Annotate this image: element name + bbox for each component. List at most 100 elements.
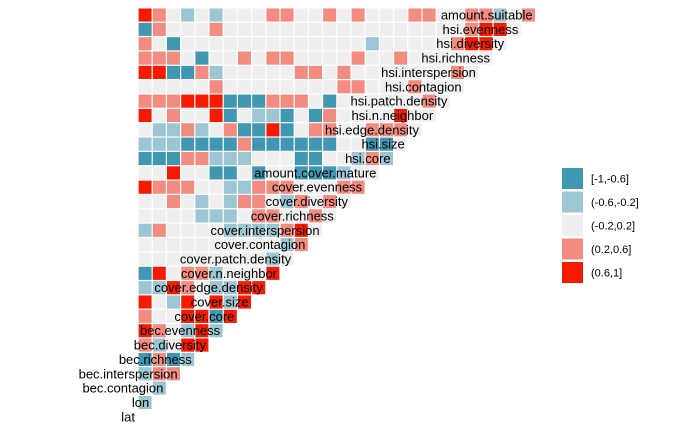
heatmap-cell	[209, 238, 223, 252]
heatmap-cell	[465, 65, 479, 79]
heatmap-cell	[181, 209, 195, 223]
heatmap-cell	[195, 65, 209, 79]
variable-label: hsi.core	[345, 151, 391, 166]
variable-label: bec.richness	[119, 352, 192, 367]
heatmap-cell	[351, 151, 365, 166]
heatmap-cell	[252, 180, 266, 194]
heatmap-cell	[465, 8, 479, 22]
heatmap-cell	[238, 8, 251, 22]
heatmap-cell	[152, 324, 166, 338]
heatmap-cell	[294, 195, 308, 209]
heatmap-cell	[238, 166, 251, 180]
heatmap-cell	[337, 108, 351, 123]
heatmap-cell	[465, 51, 479, 65]
heatmap-cell	[493, 37, 507, 51]
heatmap-cell	[266, 238, 280, 252]
variable-label: cover.core	[174, 309, 234, 324]
heatmap-cell	[138, 223, 152, 237]
heatmap-cell	[323, 37, 337, 51]
heatmap-cell	[422, 51, 436, 65]
heatmap-cell	[238, 108, 251, 123]
heatmap-cell	[209, 137, 223, 151]
heatmap-cell	[365, 108, 379, 123]
heatmap-cell	[436, 80, 450, 94]
heatmap-cell	[351, 22, 365, 36]
heatmap-cell	[252, 8, 266, 22]
heatmap-cell	[266, 65, 280, 79]
heatmap-cell	[408, 51, 422, 65]
heatmap-cell	[223, 166, 237, 180]
heatmap-cell	[422, 65, 436, 79]
heatmap-cell	[351, 51, 365, 65]
heatmap-cell	[223, 65, 237, 79]
heatmap-cell	[252, 51, 266, 65]
heatmap-cell	[294, 223, 308, 237]
heatmap-cell	[181, 266, 195, 280]
heatmap-cell	[223, 37, 237, 51]
heatmap-cell	[138, 51, 152, 65]
heatmap-cell	[181, 151, 195, 166]
variable-labels: latlonbec.contagionbec.interspersionbec.…	[79, 8, 533, 425]
heatmap-cell	[209, 22, 223, 36]
heatmap-cell	[365, 166, 379, 180]
heatmap-cell	[181, 223, 195, 237]
heatmap-cell	[294, 238, 308, 252]
heatmap-cell	[309, 65, 322, 79]
heatmap-cell	[266, 37, 280, 51]
heatmap-cell	[181, 94, 195, 108]
heatmap-cells	[138, 8, 535, 410]
heatmap-cell	[209, 180, 223, 194]
heatmap-cell	[323, 51, 337, 65]
variable-label: cover.n.neighbor	[181, 266, 278, 281]
heatmap-cell	[152, 65, 166, 79]
heatmap-cell	[138, 195, 152, 209]
heatmap-cell	[351, 37, 365, 51]
heatmap-cell	[252, 281, 266, 295]
variable-label: hsi.n.neighbor	[352, 108, 434, 123]
heatmap-cell	[280, 223, 294, 237]
heatmap-cell	[280, 137, 294, 151]
heatmap-cell	[209, 223, 223, 237]
heatmap-cell	[280, 8, 294, 22]
heatmap-cell	[408, 108, 422, 123]
heatmap-cell	[181, 51, 195, 65]
heatmap-cell	[323, 166, 337, 180]
heatmap-cell	[195, 137, 209, 151]
heatmap-cell	[436, 22, 450, 36]
heatmap-cell	[337, 151, 351, 166]
heatmap-cell	[309, 108, 322, 123]
heatmap-cell	[380, 22, 393, 36]
heatmap-cell	[138, 367, 152, 381]
heatmap-cell	[167, 281, 180, 295]
heatmap-cell	[252, 108, 266, 123]
heatmap-cell	[195, 80, 209, 94]
heatmap-cell	[238, 281, 251, 295]
heatmap-cell	[138, 324, 152, 338]
variable-label: amount.cover.mature	[254, 165, 376, 180]
heatmap-cell	[436, 51, 450, 65]
heatmap-cell	[365, 80, 379, 94]
heatmap-cell	[195, 22, 209, 36]
heatmap-cell	[152, 151, 166, 166]
heatmap-cell	[294, 166, 308, 180]
heatmap-cell	[181, 137, 195, 151]
legend-label: (-0.2,0.2]	[591, 221, 635, 233]
heatmap-cell	[280, 80, 294, 94]
heatmap-cell	[167, 65, 180, 79]
heatmap-cell	[167, 137, 180, 151]
variable-label: hsi.diversity	[436, 36, 504, 51]
heatmap-cell	[138, 94, 152, 108]
heatmap-cell	[465, 22, 479, 36]
heatmap-cell	[238, 180, 251, 194]
heatmap-cell	[337, 51, 351, 65]
heatmap-cell	[195, 266, 209, 280]
heatmap-cell	[351, 108, 365, 123]
variable-label: lat	[121, 409, 135, 424]
heatmap-cell	[152, 309, 166, 323]
variable-label: hsi.size	[361, 137, 404, 152]
heatmap-cell	[451, 65, 464, 79]
heatmap-cell	[252, 94, 266, 108]
legend-label: (0.6,1]	[591, 268, 622, 280]
heatmap-cell	[152, 223, 166, 237]
heatmap-cell	[266, 180, 280, 194]
